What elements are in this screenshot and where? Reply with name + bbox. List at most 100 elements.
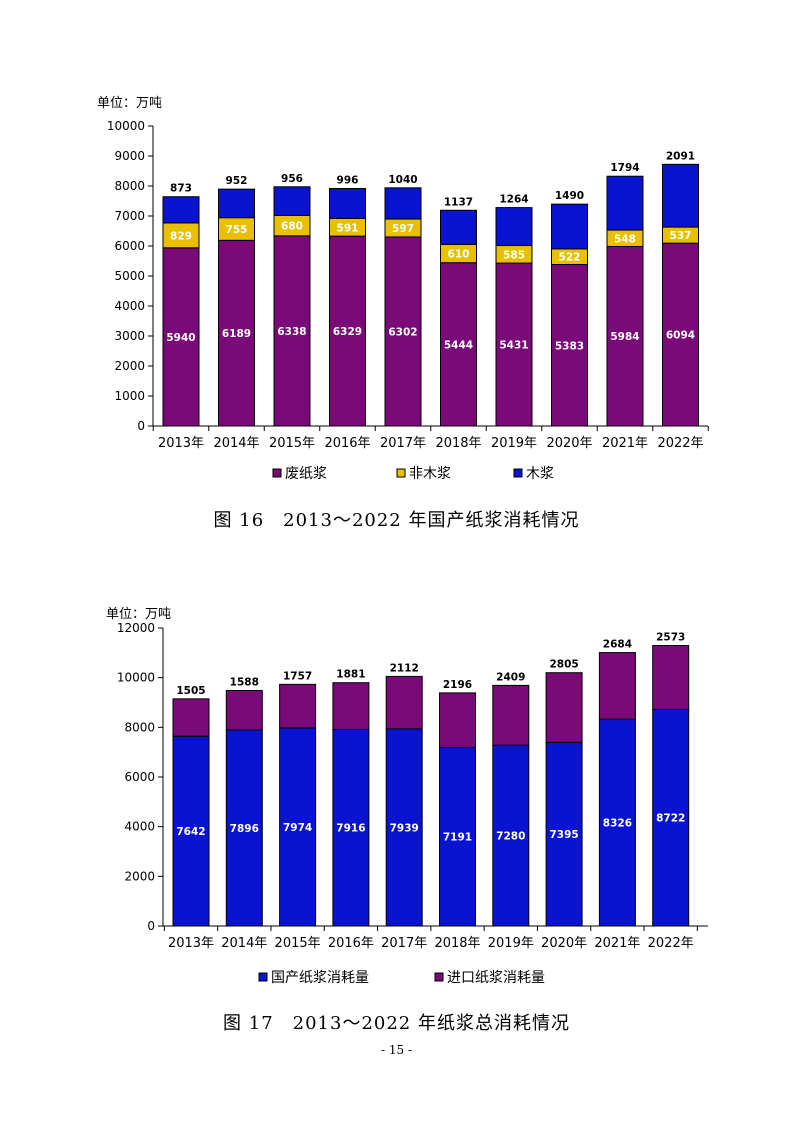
x-category-label: 2016年 xyxy=(328,936,374,951)
data-label: 8722 xyxy=(656,813,685,825)
x-category-label: 2018年 xyxy=(435,436,481,451)
data-label: 7896 xyxy=(230,823,259,835)
data-label: 548 xyxy=(614,233,636,245)
x-category-label: 2014年 xyxy=(213,436,259,451)
x-category-label: 2019年 xyxy=(488,936,534,951)
pulp-consumption-chart-16: 单位：万吨 0 1000 2000 3000 4000 5000 6000 7000 8000 90… xyxy=(97,96,709,482)
bar-segment xyxy=(332,682,370,730)
data-label: 2091 xyxy=(666,150,695,162)
data-label: 5383 xyxy=(555,340,584,352)
data-label: 7974 xyxy=(283,822,312,834)
legend-swatch xyxy=(434,972,444,982)
bar-segment xyxy=(551,264,588,427)
y-tick-label: 10000 xyxy=(107,119,145,133)
legend-label: 木浆 xyxy=(526,466,554,482)
bar-segment xyxy=(384,236,422,427)
data-label: 1505 xyxy=(176,685,205,697)
data-label: 2573 xyxy=(656,632,685,644)
y-tick-label: 3000 xyxy=(114,329,145,343)
bar-segment xyxy=(492,684,530,746)
x-category-label: 2017年 xyxy=(381,936,427,951)
y-tick-label: 7000 xyxy=(114,209,145,223)
data-label: 1794 xyxy=(610,162,639,174)
data-label: 2112 xyxy=(390,662,419,674)
bar-segment xyxy=(279,683,317,729)
data-label: 8326 xyxy=(603,818,632,830)
data-label: 1490 xyxy=(555,190,584,202)
data-label: 1040 xyxy=(388,174,417,186)
bar-segment xyxy=(495,207,533,247)
data-label: 755 xyxy=(226,224,248,236)
bar-segment xyxy=(385,728,423,927)
y-tick-label: 12000 xyxy=(117,621,155,635)
bar-segment xyxy=(551,203,588,250)
data-label: 2409 xyxy=(496,671,525,683)
bar-segment xyxy=(329,188,366,219)
data-label: 585 xyxy=(503,249,525,261)
data-label: 7642 xyxy=(176,826,205,838)
bar-segment xyxy=(384,187,422,220)
data-label: 537 xyxy=(670,230,692,242)
bar-segment xyxy=(606,245,644,427)
y-tick-label: 6000 xyxy=(124,770,155,784)
bar-segment xyxy=(440,209,477,245)
data-label: 680 xyxy=(281,221,303,233)
data-label: 5431 xyxy=(499,340,528,352)
bar-segment xyxy=(162,222,200,249)
bar-segment xyxy=(652,645,690,710)
bar-segment xyxy=(273,235,311,427)
y-tick-label: 2000 xyxy=(124,869,155,883)
y-tick-label: 5000 xyxy=(114,269,145,283)
legend-label: 非木浆 xyxy=(409,466,451,482)
data-label: 6189 xyxy=(222,328,251,340)
data-label: 1137 xyxy=(444,196,473,208)
y-tick-label: 8000 xyxy=(124,720,155,734)
data-label: 1264 xyxy=(499,194,528,206)
data-label: 996 xyxy=(337,175,359,187)
data-label: 1757 xyxy=(283,670,312,682)
x-category-label: 2022年 xyxy=(657,436,703,451)
bar-segment xyxy=(162,247,200,427)
y-tick-label: 10000 xyxy=(117,671,155,685)
y-tick-label: 9000 xyxy=(114,149,145,163)
bar-segment xyxy=(598,718,636,927)
data-label: 7280 xyxy=(496,831,525,843)
bar-segment xyxy=(172,698,210,737)
data-label: 6094 xyxy=(666,330,695,342)
bar-segment xyxy=(545,672,583,743)
data-label: 7916 xyxy=(336,823,365,835)
bar-segment xyxy=(162,196,200,224)
data-label: 7395 xyxy=(549,829,578,841)
unit-label: 单位：万吨 xyxy=(97,96,162,111)
legend-swatch xyxy=(272,468,282,478)
bar-segment xyxy=(606,175,644,231)
y-tick-label: 8000 xyxy=(114,179,145,193)
y-tick-label: 0 xyxy=(147,919,155,933)
data-label: 7939 xyxy=(390,822,419,834)
x-category-label: 2015年 xyxy=(275,936,321,951)
data-label: 610 xyxy=(448,249,470,261)
x-category-label: 2014年 xyxy=(221,936,267,951)
data-label: 952 xyxy=(226,175,248,187)
data-label: 6338 xyxy=(277,326,306,338)
legend-label: 进口纸浆消耗量 xyxy=(447,970,545,986)
data-label: 829 xyxy=(170,230,192,242)
y-tick-label: 2000 xyxy=(114,359,145,373)
data-label: 5984 xyxy=(610,331,639,343)
bar-segment xyxy=(662,163,699,228)
x-category-label: 2021年 xyxy=(602,436,648,451)
bar-segment xyxy=(218,188,255,219)
unit-label: 单位：万吨 xyxy=(106,607,171,622)
data-label: 956 xyxy=(281,173,303,185)
data-label: 5444 xyxy=(444,339,473,351)
bar-segment xyxy=(495,262,533,427)
x-category-label: 2013年 xyxy=(168,936,214,951)
legend-label: 废纸浆 xyxy=(285,466,327,482)
figure-17-caption: 图 17 2013～2022 年纸浆总消耗情况 xyxy=(223,1013,570,1034)
y-tick-label: 6000 xyxy=(114,239,145,253)
data-label: 2196 xyxy=(443,679,472,691)
x-category-label: 2020年 xyxy=(541,936,587,951)
y-tick-label: 0 xyxy=(137,419,145,433)
data-label: 2805 xyxy=(549,659,578,671)
x-category-label: 2013年 xyxy=(158,436,204,451)
